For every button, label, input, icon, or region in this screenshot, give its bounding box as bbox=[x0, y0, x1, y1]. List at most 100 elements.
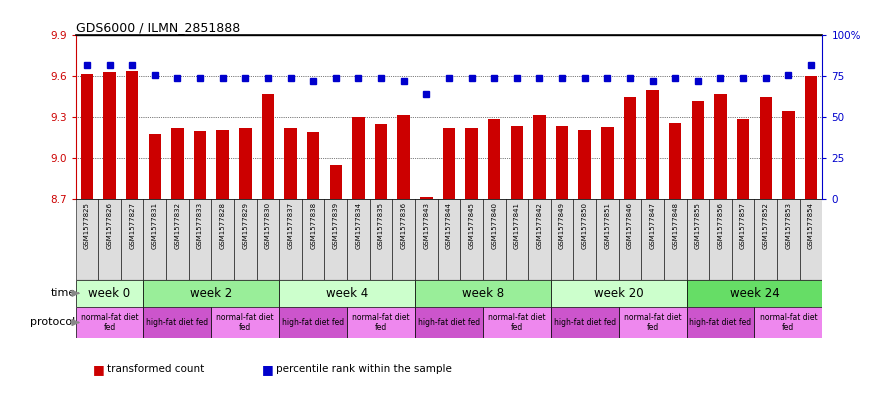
Bar bbox=[234, 199, 257, 280]
Bar bbox=[121, 199, 143, 280]
Bar bbox=[415, 199, 437, 280]
Bar bbox=[777, 199, 800, 280]
Bar bbox=[601, 127, 613, 199]
Bar bbox=[392, 199, 415, 280]
Bar bbox=[782, 110, 795, 199]
Text: week 2: week 2 bbox=[190, 287, 232, 300]
Bar bbox=[692, 101, 704, 199]
Text: GSM1577831: GSM1577831 bbox=[152, 202, 157, 249]
Bar bbox=[551, 199, 573, 280]
Bar bbox=[759, 97, 772, 199]
Text: high-fat diet fed: high-fat diet fed bbox=[554, 318, 616, 327]
Bar bbox=[686, 307, 755, 338]
Text: GSM1577845: GSM1577845 bbox=[469, 202, 475, 249]
Text: week 4: week 4 bbox=[326, 287, 368, 300]
Bar bbox=[669, 123, 682, 199]
Text: ■: ■ bbox=[262, 363, 274, 376]
Bar bbox=[709, 199, 732, 280]
Bar bbox=[188, 199, 212, 280]
Text: GSM1577844: GSM1577844 bbox=[446, 202, 452, 249]
Text: GSM1577828: GSM1577828 bbox=[220, 202, 226, 249]
Text: GSM1577837: GSM1577837 bbox=[287, 202, 293, 249]
Text: GSM1577854: GSM1577854 bbox=[808, 202, 814, 249]
Text: GSM1577825: GSM1577825 bbox=[84, 202, 90, 249]
Bar bbox=[488, 119, 501, 199]
Bar bbox=[324, 199, 347, 280]
Bar bbox=[420, 197, 433, 199]
Bar bbox=[737, 119, 749, 199]
Bar bbox=[81, 73, 93, 199]
Text: normal-fat diet
fed: normal-fat diet fed bbox=[488, 313, 546, 332]
Text: GSM1577827: GSM1577827 bbox=[129, 202, 135, 249]
Bar bbox=[483, 199, 506, 280]
Text: high-fat diet fed: high-fat diet fed bbox=[690, 318, 751, 327]
Bar bbox=[619, 199, 641, 280]
Bar bbox=[465, 129, 477, 199]
Bar bbox=[279, 307, 347, 338]
Text: protocol: protocol bbox=[30, 318, 76, 327]
Bar bbox=[483, 307, 551, 338]
Bar bbox=[148, 134, 161, 199]
Text: GSM1577852: GSM1577852 bbox=[763, 202, 769, 249]
Bar bbox=[646, 90, 659, 199]
Bar bbox=[279, 280, 415, 307]
Bar bbox=[533, 115, 546, 199]
Text: GSM1577846: GSM1577846 bbox=[627, 202, 633, 249]
Bar bbox=[506, 199, 528, 280]
Bar bbox=[510, 126, 523, 199]
Bar bbox=[755, 307, 822, 338]
Text: normal-fat diet
fed: normal-fat diet fed bbox=[759, 313, 817, 332]
Bar bbox=[76, 307, 143, 338]
Bar bbox=[805, 76, 817, 199]
Bar bbox=[415, 307, 483, 338]
Text: transformed count: transformed count bbox=[107, 364, 204, 375]
Text: GSM1577853: GSM1577853 bbox=[785, 202, 791, 249]
Bar bbox=[556, 126, 568, 199]
Bar bbox=[437, 199, 461, 280]
Bar bbox=[172, 129, 184, 199]
Text: normal-fat diet
fed: normal-fat diet fed bbox=[81, 313, 139, 332]
Text: GSM1577839: GSM1577839 bbox=[332, 202, 339, 249]
Bar bbox=[239, 129, 252, 199]
Text: GSM1577848: GSM1577848 bbox=[672, 202, 678, 249]
Bar bbox=[596, 199, 619, 280]
Text: GSM1577834: GSM1577834 bbox=[356, 202, 362, 249]
Bar bbox=[641, 199, 664, 280]
Text: GSM1577841: GSM1577841 bbox=[514, 202, 520, 249]
Text: percentile rank within the sample: percentile rank within the sample bbox=[276, 364, 452, 375]
Text: GSM1577843: GSM1577843 bbox=[423, 202, 429, 249]
Bar bbox=[443, 129, 455, 199]
Bar bbox=[415, 280, 551, 307]
Text: GSM1577826: GSM1577826 bbox=[107, 202, 113, 249]
Text: high-fat diet fed: high-fat diet fed bbox=[147, 318, 208, 327]
Bar bbox=[714, 94, 726, 199]
Bar bbox=[461, 199, 483, 280]
Text: GSM1577847: GSM1577847 bbox=[650, 202, 655, 249]
Text: GSM1577856: GSM1577856 bbox=[717, 202, 724, 249]
Bar bbox=[347, 199, 370, 280]
Bar bbox=[257, 199, 279, 280]
Bar bbox=[755, 199, 777, 280]
Bar bbox=[284, 129, 297, 199]
Bar bbox=[261, 94, 274, 199]
Bar bbox=[330, 165, 342, 199]
Bar bbox=[579, 130, 591, 199]
Text: week 0: week 0 bbox=[88, 287, 131, 300]
Text: GSM1577851: GSM1577851 bbox=[605, 202, 611, 249]
Text: GSM1577842: GSM1577842 bbox=[536, 202, 542, 249]
Bar bbox=[624, 97, 637, 199]
Text: high-fat diet fed: high-fat diet fed bbox=[418, 318, 480, 327]
Text: week 8: week 8 bbox=[461, 287, 504, 300]
Text: GSM1577849: GSM1577849 bbox=[559, 202, 565, 249]
Text: GSM1577840: GSM1577840 bbox=[492, 202, 497, 249]
Text: GSM1577850: GSM1577850 bbox=[581, 202, 588, 249]
Text: GDS6000 / ILMN_2851888: GDS6000 / ILMN_2851888 bbox=[76, 21, 240, 34]
Bar bbox=[166, 199, 188, 280]
Text: GSM1577833: GSM1577833 bbox=[197, 202, 203, 249]
Bar bbox=[126, 71, 139, 199]
Text: GSM1577832: GSM1577832 bbox=[174, 202, 180, 249]
Bar bbox=[686, 280, 822, 307]
Bar bbox=[686, 199, 709, 280]
Text: week 24: week 24 bbox=[730, 287, 780, 300]
Text: GSM1577857: GSM1577857 bbox=[741, 202, 746, 249]
